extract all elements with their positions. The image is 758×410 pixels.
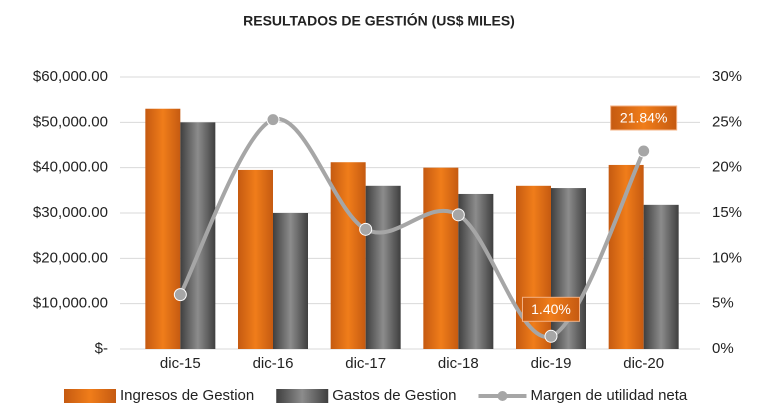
bar — [273, 213, 308, 349]
y2-tick-label: 0% — [712, 340, 734, 357]
y-tick-label: $30,000.00 — [33, 204, 108, 221]
bar — [423, 167, 459, 349]
x-tick-label: dic-19 — [531, 355, 572, 372]
line-marker — [451, 208, 465, 222]
line-marker — [173, 288, 187, 302]
legend-swatch — [497, 391, 508, 401]
legend-label: Margen de utilidad neta — [530, 387, 687, 404]
chart-title: RESULTADOS DE GESTIÓN (US$ MILES) — [243, 12, 515, 29]
y2-tick-label: 10% — [712, 249, 742, 266]
legend-label: Ingresos de Gestion — [120, 387, 254, 404]
line-marker — [266, 113, 280, 127]
y-tick-label: $50,000.00 — [33, 113, 108, 130]
y-tick-label: $60,000.00 — [33, 68, 108, 85]
bar — [238, 169, 273, 349]
data-label-box — [610, 105, 678, 131]
y-tick-label: $10,000.00 — [33, 295, 108, 312]
bar — [365, 185, 401, 349]
data-label-box — [522, 296, 580, 322]
line-marker — [359, 222, 373, 236]
legend-swatch — [64, 389, 116, 403]
x-tick-label: dic-20 — [623, 355, 664, 372]
bar — [145, 108, 181, 349]
data-label: 1.40% — [531, 301, 571, 317]
x-tick-label: dic-17 — [345, 355, 386, 372]
y-tick-label: $40,000.00 — [33, 159, 108, 176]
x-tick-label: dic-18 — [438, 355, 479, 372]
data-label: 21.84% — [620, 110, 667, 126]
line-marker — [544, 329, 558, 343]
x-tick-label: dic-16 — [253, 355, 294, 372]
y2-tick-label: 5% — [712, 295, 734, 312]
y-tick-label: $20,000.00 — [33, 249, 108, 266]
y2-tick-label: 30% — [712, 68, 742, 85]
line-marker — [637, 144, 651, 158]
y2-tick-label: 20% — [712, 159, 742, 176]
x-tick-label: dic-15 — [160, 355, 201, 372]
bar — [180, 122, 216, 349]
bar — [643, 204, 679, 349]
y2-tick-label: 25% — [712, 113, 742, 130]
y2-tick-label: 15% — [712, 204, 742, 221]
bar — [551, 188, 586, 349]
bar — [516, 185, 551, 349]
legend-swatch — [276, 389, 329, 403]
legend-label: Gastos de Gestion — [332, 387, 456, 404]
y-tick-label: $- — [95, 340, 108, 357]
